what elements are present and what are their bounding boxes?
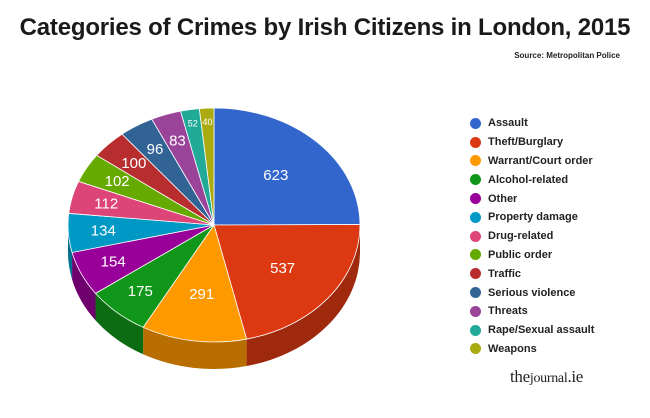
legend-swatch <box>470 268 481 280</box>
legend-swatch <box>470 287 481 299</box>
legend-swatch <box>470 249 481 261</box>
pie-value-label-other: 154 <box>101 254 126 271</box>
chart-title: Categories of Crimes by Irish Citizens i… <box>19 14 631 41</box>
brand-logo: thejournal.ie <box>510 367 584 386</box>
pie-top <box>67 107 361 343</box>
pie-slice-assault <box>213 107 361 226</box>
pie-value-label-weapons: 40 <box>203 117 213 127</box>
pie-value-label-serious-violence: 96 <box>147 141 164 158</box>
pie-value-label-traffic: 100 <box>121 155 146 172</box>
legend-label: Rape/Sexual assault <box>488 324 595 337</box>
legend-item-traffic: Traffic <box>470 264 594 283</box>
legend-swatch <box>470 230 481 242</box>
pie-slice-theft-burglary <box>213 224 361 340</box>
pie-value-label-warrant-court-order: 291 <box>189 286 214 303</box>
legend-item-threats: Threats <box>470 302 594 321</box>
legend-item-assault: Assault <box>470 114 594 133</box>
pie-slice-warrant-court-order <box>142 224 248 343</box>
legend-item-rape-sexual-assault: Rape/Sexual assault <box>470 321 594 340</box>
legend-item-serious-violence: Serious violence <box>470 283 594 302</box>
legend-label: Alcohol-related <box>488 173 569 186</box>
legend-swatch <box>470 155 481 167</box>
legend-item-weapons: Weapons <box>470 340 594 359</box>
legend-label: Threats <box>488 305 528 318</box>
legend-item-property-damage: Property damage <box>470 208 594 227</box>
pie-value-label-drug-related: 112 <box>94 195 118 212</box>
pie-value-label-assault: 623 <box>263 167 288 184</box>
legend-swatch <box>470 117 481 129</box>
legend-item-warrant-court-order: Warrant/Court order <box>470 152 594 171</box>
pie-value-label-property-damage: 134 <box>91 223 116 240</box>
legend-label: Property damage <box>488 211 578 224</box>
pie-value-label-threats: 83 <box>169 133 186 150</box>
pie-side-warrant-court-order <box>143 327 247 369</box>
pie-side-theft-burglary <box>246 225 360 367</box>
legend-item-public-order: Public order <box>470 246 594 265</box>
legend-item-alcohol-related: Alcohol-related <box>470 170 594 189</box>
legend-label: Public order <box>488 248 553 261</box>
pie-value-label-rape-sexual-assault: 52 <box>188 118 198 128</box>
legend-swatch <box>470 211 481 223</box>
legend-item-drug-related: Drug-related <box>470 227 594 246</box>
legend-label: Serious violence <box>488 286 576 299</box>
pie-side-property-damage <box>68 225 73 280</box>
pie-slice-weapons <box>198 107 215 226</box>
legend-label: Drug-related <box>488 230 554 243</box>
legend-swatch <box>470 343 481 355</box>
chart-source: Source: Metropolitan Police <box>514 51 620 60</box>
legend-item-theft-burglary: Theft/Burglary <box>470 133 594 152</box>
pie-sides <box>68 225 360 369</box>
legend-item-other: Other <box>470 189 594 208</box>
legend: Assault Theft/Burglary Warrant/Court order… <box>470 114 594 358</box>
legend-label: Traffic <box>488 267 522 280</box>
pie-value-label-alcohol-related: 175 <box>128 283 153 300</box>
legend-swatch <box>470 324 481 336</box>
legend-label: Weapons <box>488 342 537 355</box>
pie-value-label-theft-burglary: 537 <box>270 260 295 277</box>
legend-swatch <box>470 193 481 205</box>
legend-swatch <box>470 136 481 148</box>
pie-side-alcohol-related <box>95 293 144 355</box>
pie-side-other <box>72 252 96 321</box>
pie-value-label-public-order: 102 <box>105 173 130 190</box>
legend-label: Other <box>488 192 518 205</box>
legend-label: Assault <box>488 117 528 130</box>
legend-swatch <box>470 305 481 317</box>
legend-label: Warrant/Court order <box>488 154 593 167</box>
legend-label: Theft/Burglary <box>488 136 564 149</box>
legend-swatch <box>470 174 481 186</box>
